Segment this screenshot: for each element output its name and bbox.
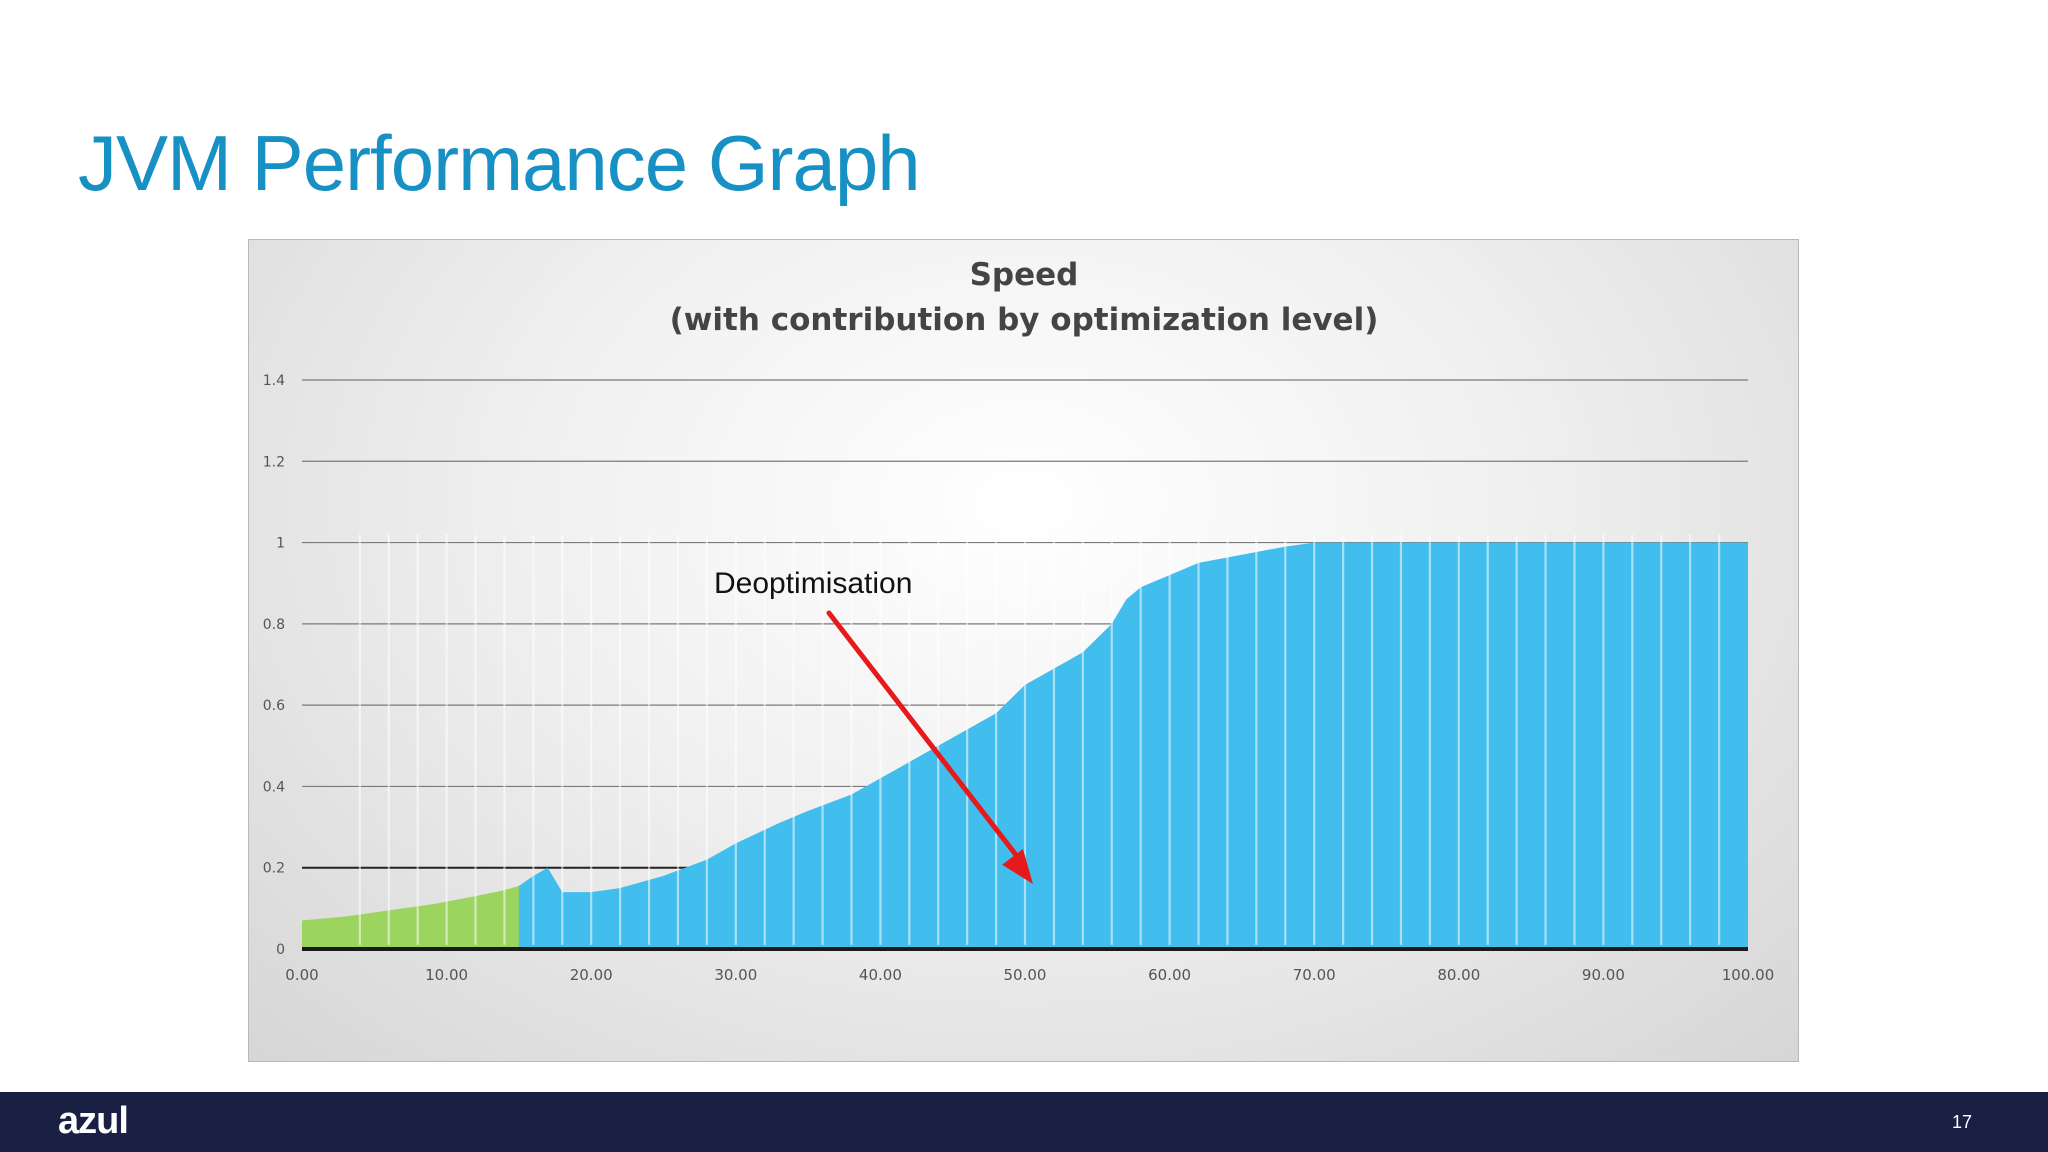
series-areas xyxy=(302,534,1748,949)
azul-logo: azul xyxy=(58,1100,129,1142)
axes: 0 0.2 0.4 0.6 0.8 1 1.2 1.4 0.00 10.00 20.00 30.00 4… xyxy=(263,373,1775,984)
annotation-arrowhead xyxy=(1002,849,1033,885)
x-tick-label: 20.00 xyxy=(570,966,613,984)
x-tick-label: 90.00 xyxy=(1582,966,1625,984)
annotation-label: Deoptimisation xyxy=(714,567,912,600)
chart-frame: Speed (with contribution by optimization… xyxy=(248,239,1799,1062)
y-tick-label: 0.2 xyxy=(263,861,285,877)
x-tick-label: 60.00 xyxy=(1148,966,1191,984)
slide-title: JVM Performance Graph xyxy=(78,119,921,207)
x-tick-label: 30.00 xyxy=(714,966,757,984)
speed-chart: Speed (with contribution by optimization… xyxy=(263,257,1775,984)
x-tick-label: 10.00 xyxy=(425,966,468,984)
x-tick-label: 0.00 xyxy=(285,966,318,984)
annotation: Deoptimisation xyxy=(714,567,1033,885)
x-tick-label: 70.00 xyxy=(1293,966,1336,984)
y-tick-label: 1.4 xyxy=(263,373,285,389)
chart-title: Speed xyxy=(970,257,1079,293)
y-tick-label: 0.6 xyxy=(263,698,285,714)
x-tick-label: 80.00 xyxy=(1437,966,1480,984)
footer-bar: azul 17 xyxy=(0,1092,2048,1152)
stripe-overlay xyxy=(358,534,1721,945)
y-tick-label: 1 xyxy=(276,536,285,552)
x-tick-label: 40.00 xyxy=(859,966,902,984)
x-tick-label: 100.00 xyxy=(1722,966,1775,984)
series-area xyxy=(518,542,1748,949)
annotation-arrow xyxy=(826,610,1026,867)
page-number: 17 xyxy=(1951,1112,1972,1132)
y-tick-label: 0.8 xyxy=(263,617,285,633)
chart-subtitle: (with contribution by optimization level… xyxy=(670,302,1379,338)
x-tick-label: 50.00 xyxy=(1004,966,1047,984)
y-tick-label: 1.2 xyxy=(263,454,285,470)
y-tick-label: 0.4 xyxy=(263,779,285,795)
y-tick-label: 0 xyxy=(276,942,285,958)
